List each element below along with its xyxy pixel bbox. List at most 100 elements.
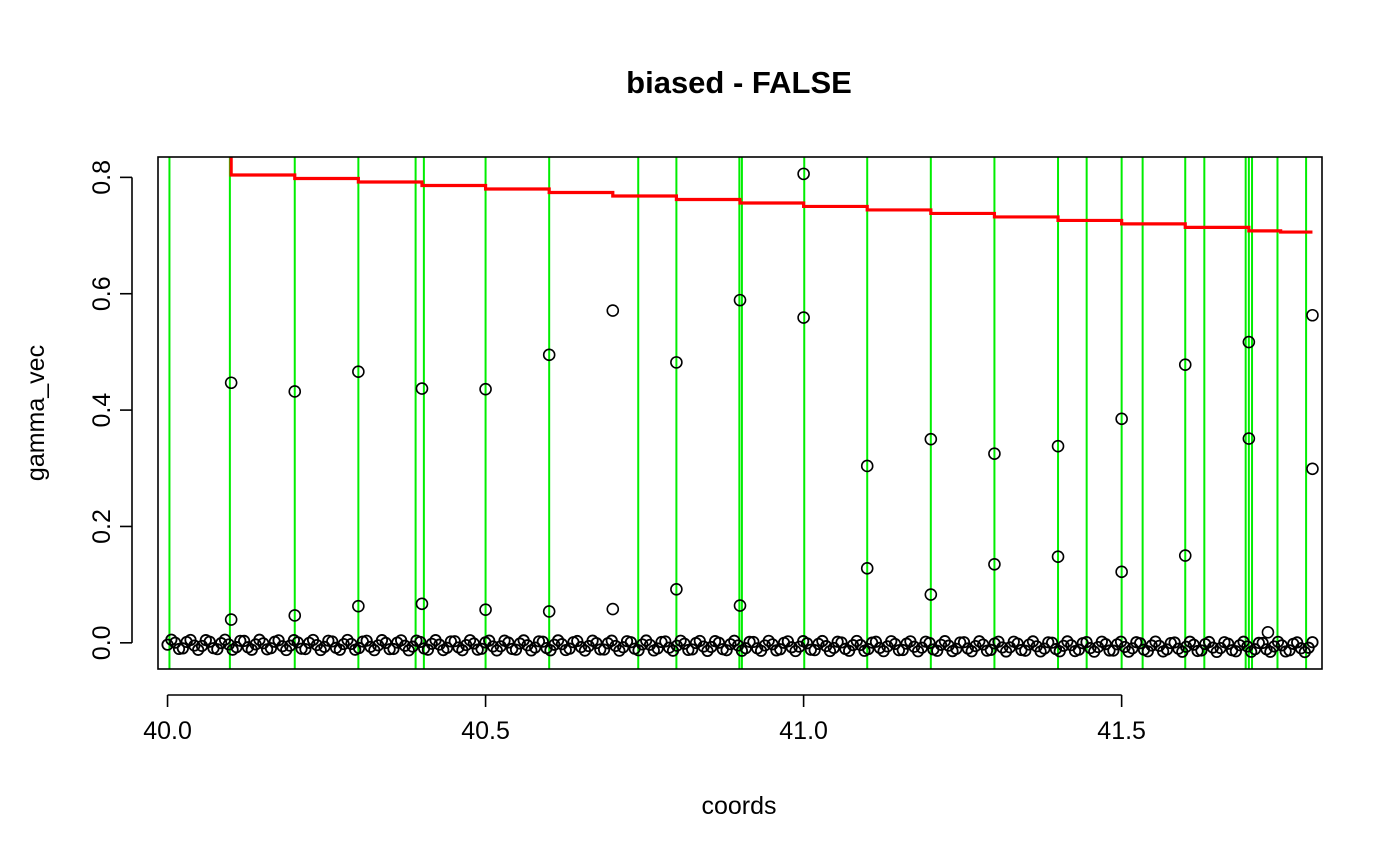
baseline-point [774, 643, 787, 656]
baseline-point [911, 645, 925, 658]
data-point [733, 293, 747, 307]
baseline-point [862, 642, 875, 656]
baseline-point [808, 644, 821, 657]
baseline-point [387, 642, 400, 656]
baseline-point [1271, 635, 1285, 648]
y-tick-label: 0.8 [88, 160, 116, 195]
y-tick-label: 0.6 [88, 276, 116, 311]
plot-frame [157, 156, 1323, 670]
data-point [1242, 432, 1256, 445]
baseline-point [850, 634, 863, 648]
data-point [1051, 439, 1065, 453]
baseline-point [360, 634, 373, 647]
baseline-point [869, 635, 883, 648]
baseline-point [295, 642, 308, 655]
baseline-point [444, 635, 457, 648]
data-point [988, 447, 1001, 461]
baseline-point [264, 642, 278, 655]
baseline-point [463, 634, 477, 647]
data-point [797, 311, 810, 324]
data-point [479, 382, 492, 396]
baseline-point [402, 644, 415, 657]
baseline-point [747, 635, 760, 649]
baseline-point [234, 634, 247, 647]
baseline-point [1134, 637, 1147, 650]
baseline-point [414, 635, 427, 649]
baseline-point [1145, 639, 1158, 652]
data-point [1178, 358, 1192, 372]
data-point [1115, 565, 1128, 579]
baseline-point [996, 641, 1009, 654]
baseline-point [686, 643, 699, 656]
x-tick-label: 40.0 [143, 717, 192, 745]
baseline-point [743, 635, 756, 648]
data-point [797, 167, 810, 181]
baseline-point [291, 636, 304, 649]
baseline-point [888, 637, 902, 651]
data-point [1261, 626, 1275, 639]
baseline-point [597, 643, 611, 656]
data-point [415, 382, 429, 395]
data-point [352, 599, 365, 613]
baseline-point [804, 643, 817, 656]
baseline-point [1294, 642, 1308, 655]
data-point [1306, 462, 1319, 476]
baseline-point [1061, 635, 1074, 648]
baseline-point [364, 640, 377, 653]
baseline-point [1256, 636, 1269, 650]
baseline-point [1011, 637, 1024, 650]
baseline-point [1099, 638, 1112, 651]
baseline-point [923, 636, 936, 650]
baseline-point [896, 643, 909, 657]
baseline-point [475, 642, 488, 655]
baseline-point [1210, 645, 1223, 659]
baseline-point [973, 635, 986, 648]
baseline-point [532, 635, 546, 648]
baseline-point [502, 636, 515, 649]
baseline-point [571, 634, 584, 648]
baseline-point [379, 636, 392, 649]
data-point [1178, 549, 1192, 562]
baseline-point [1248, 643, 1262, 656]
baseline-point [1195, 644, 1208, 657]
baseline-point [724, 638, 737, 651]
data-point [479, 603, 492, 616]
y-axis-label: gamma_vec [22, 345, 50, 481]
baseline-point [1187, 638, 1200, 651]
baseline-point [276, 640, 289, 653]
baseline-point [624, 636, 637, 649]
baseline-point [326, 635, 339, 648]
baseline-point [383, 643, 396, 656]
baseline-point [1306, 636, 1319, 649]
baseline-point [552, 634, 565, 647]
y-tick-label: 0.4 [88, 393, 116, 428]
data-point [924, 432, 938, 446]
x-axis: 40.0 40.5 41.0 41.5 [143, 694, 1146, 745]
baseline-point [1072, 643, 1085, 656]
baseline-point [1103, 644, 1116, 657]
baseline-point [486, 640, 500, 653]
baseline-point [1222, 637, 1235, 650]
x-tick-label: 41.5 [1097, 717, 1146, 745]
baseline-point [934, 638, 948, 651]
data-point [224, 376, 238, 390]
baseline-point [1045, 636, 1059, 649]
baseline-point [701, 644, 714, 657]
baseline-point [954, 636, 967, 649]
baseline-point [1080, 635, 1093, 649]
baseline-point [835, 636, 848, 649]
y-tick-label: 0.2 [88, 509, 116, 544]
baseline-point [957, 636, 971, 649]
x-tick-label: 41.0 [779, 717, 828, 745]
baseline-point [1084, 641, 1097, 655]
baseline-point [536, 635, 549, 648]
baseline-point [590, 637, 603, 650]
baseline-point [230, 641, 243, 654]
data-point [1051, 550, 1065, 564]
baseline-point [425, 637, 438, 650]
baseline-point [341, 633, 354, 647]
step-line [229, 157, 1313, 234]
baseline-point [203, 635, 216, 648]
baseline-point [892, 644, 906, 657]
